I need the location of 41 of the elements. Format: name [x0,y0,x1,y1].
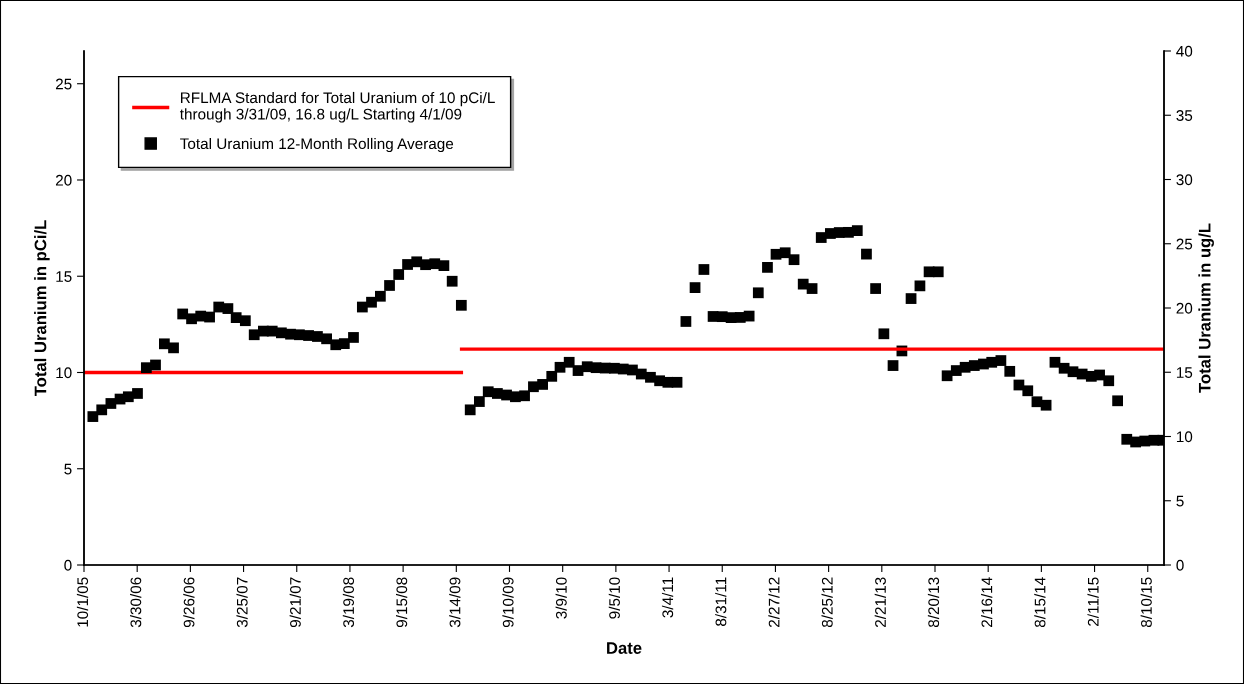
x-tick-label: 9/15/08 [396,577,408,628]
x-tick-label: 9/26/06 [183,577,195,628]
legend-label: RFLMA Standard for Total Uranium of 10 pCi/L through 3/31/09, 16.8 ug/L Starting 4/1/09 [179,91,495,123]
y-tick-label: 20 [55,174,72,186]
y-tick-label: 25 [55,78,72,90]
x-tick-label: 8/31/11 [715,577,727,626]
x-tick-label: 9/21/07 [289,577,301,628]
y2-tick-label: 20 [1176,302,1193,314]
x-tick-label: 3/4/11 [661,577,674,618]
y-tick-label: 10 [56,367,72,379]
x-axis-title: Date [607,642,642,654]
x-tick-label: 8/10/15 [1140,577,1152,628]
y2-tick-label: 10 [1176,431,1193,443]
x-tick-label: 2/27/12 [768,577,780,628]
x-tick-label: 3/9/10 [555,577,567,619]
x-tick-label: 3/30/06 [130,577,142,628]
y2-tick-label: 15 [1176,367,1193,378]
x-tick-label: 8/20/13 [927,577,940,628]
y-axis-title: Total Uranium in pCi/L [34,220,50,397]
y2-tick-label: 40 [1176,45,1193,57]
x-tick-label: 3/25/07 [236,577,248,628]
y2-tick-label: 30 [1176,174,1193,186]
x-tick-label: 2/21/13 [874,577,886,628]
x-tick-label: 3/14/09 [449,577,461,628]
y2-axis-title: Total Uranium in ug/L [1198,223,1214,393]
x-tick-label: 3/19/08 [342,577,355,628]
x-tick-label: 2/16/14 [981,577,993,628]
x-tick-label: 8/25/12 [821,577,833,628]
y-tick-label: 5 [64,463,72,475]
y-tick-label: 0 [64,559,72,571]
y2-tick-label: 35 [1176,110,1193,121]
y2-tick-label: 5 [1176,495,1184,507]
x-tick-label: 8/15/14 [1034,577,1046,628]
y2-tick-label: 25 [1176,238,1193,250]
y2-tick-label: 0 [1176,559,1184,571]
legend-label: Total Uranium 12-Month Rolling Average [180,137,454,153]
y-tick-label: 15 [56,271,72,282]
x-tick-label: 10/1/05 [76,577,89,627]
x-tick-label: 9/10/09 [502,577,514,628]
x-tick-label: 2/11/15 [1087,577,1099,626]
x-tick-label: 9/5/10 [608,577,620,619]
